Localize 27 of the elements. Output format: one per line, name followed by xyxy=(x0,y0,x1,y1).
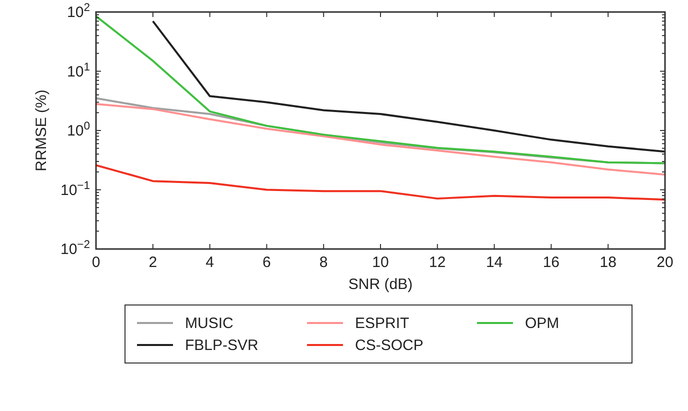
legend-label: CS-SOCP xyxy=(355,337,424,354)
x-tick-label: 10 xyxy=(372,254,389,271)
line-series xyxy=(96,15,665,164)
x-tick-label: 14 xyxy=(486,254,503,271)
x-tick-label: 8 xyxy=(319,254,328,271)
x-tick-label: 4 xyxy=(206,254,214,271)
x-tick-label: 20 xyxy=(656,254,674,271)
y-tick-label: 10$^{0}$ xyxy=(67,120,90,140)
x-tick-label: 18 xyxy=(600,254,616,271)
x-tick-label: 16 xyxy=(542,254,560,271)
line-series xyxy=(152,20,665,153)
y-tick-label: 10$^{−1}$ xyxy=(60,180,90,199)
legend-label: ESPRIT xyxy=(355,315,410,332)
x-axis-title: SNR (dB) xyxy=(348,276,413,293)
legend-label: FBLP-SVR xyxy=(185,337,259,354)
x-tick-label: 2 xyxy=(148,254,158,271)
x-tick-label: 6 xyxy=(262,254,271,271)
y-axis-title: RRMSE (%) xyxy=(33,90,50,172)
y-tick-label: 10$^{2}$ xyxy=(67,2,90,21)
legend-label: OPM xyxy=(525,315,560,332)
x-tick-label: 12 xyxy=(429,254,446,271)
line-series xyxy=(96,103,665,176)
x-tick-label: 0 xyxy=(92,254,100,271)
y-tick-label: 10$^{−2}$ xyxy=(60,239,90,258)
legend-label: MUSIC xyxy=(185,315,234,332)
y-tick-label: 10$^{1}$ xyxy=(67,61,90,80)
line-series xyxy=(96,164,665,201)
